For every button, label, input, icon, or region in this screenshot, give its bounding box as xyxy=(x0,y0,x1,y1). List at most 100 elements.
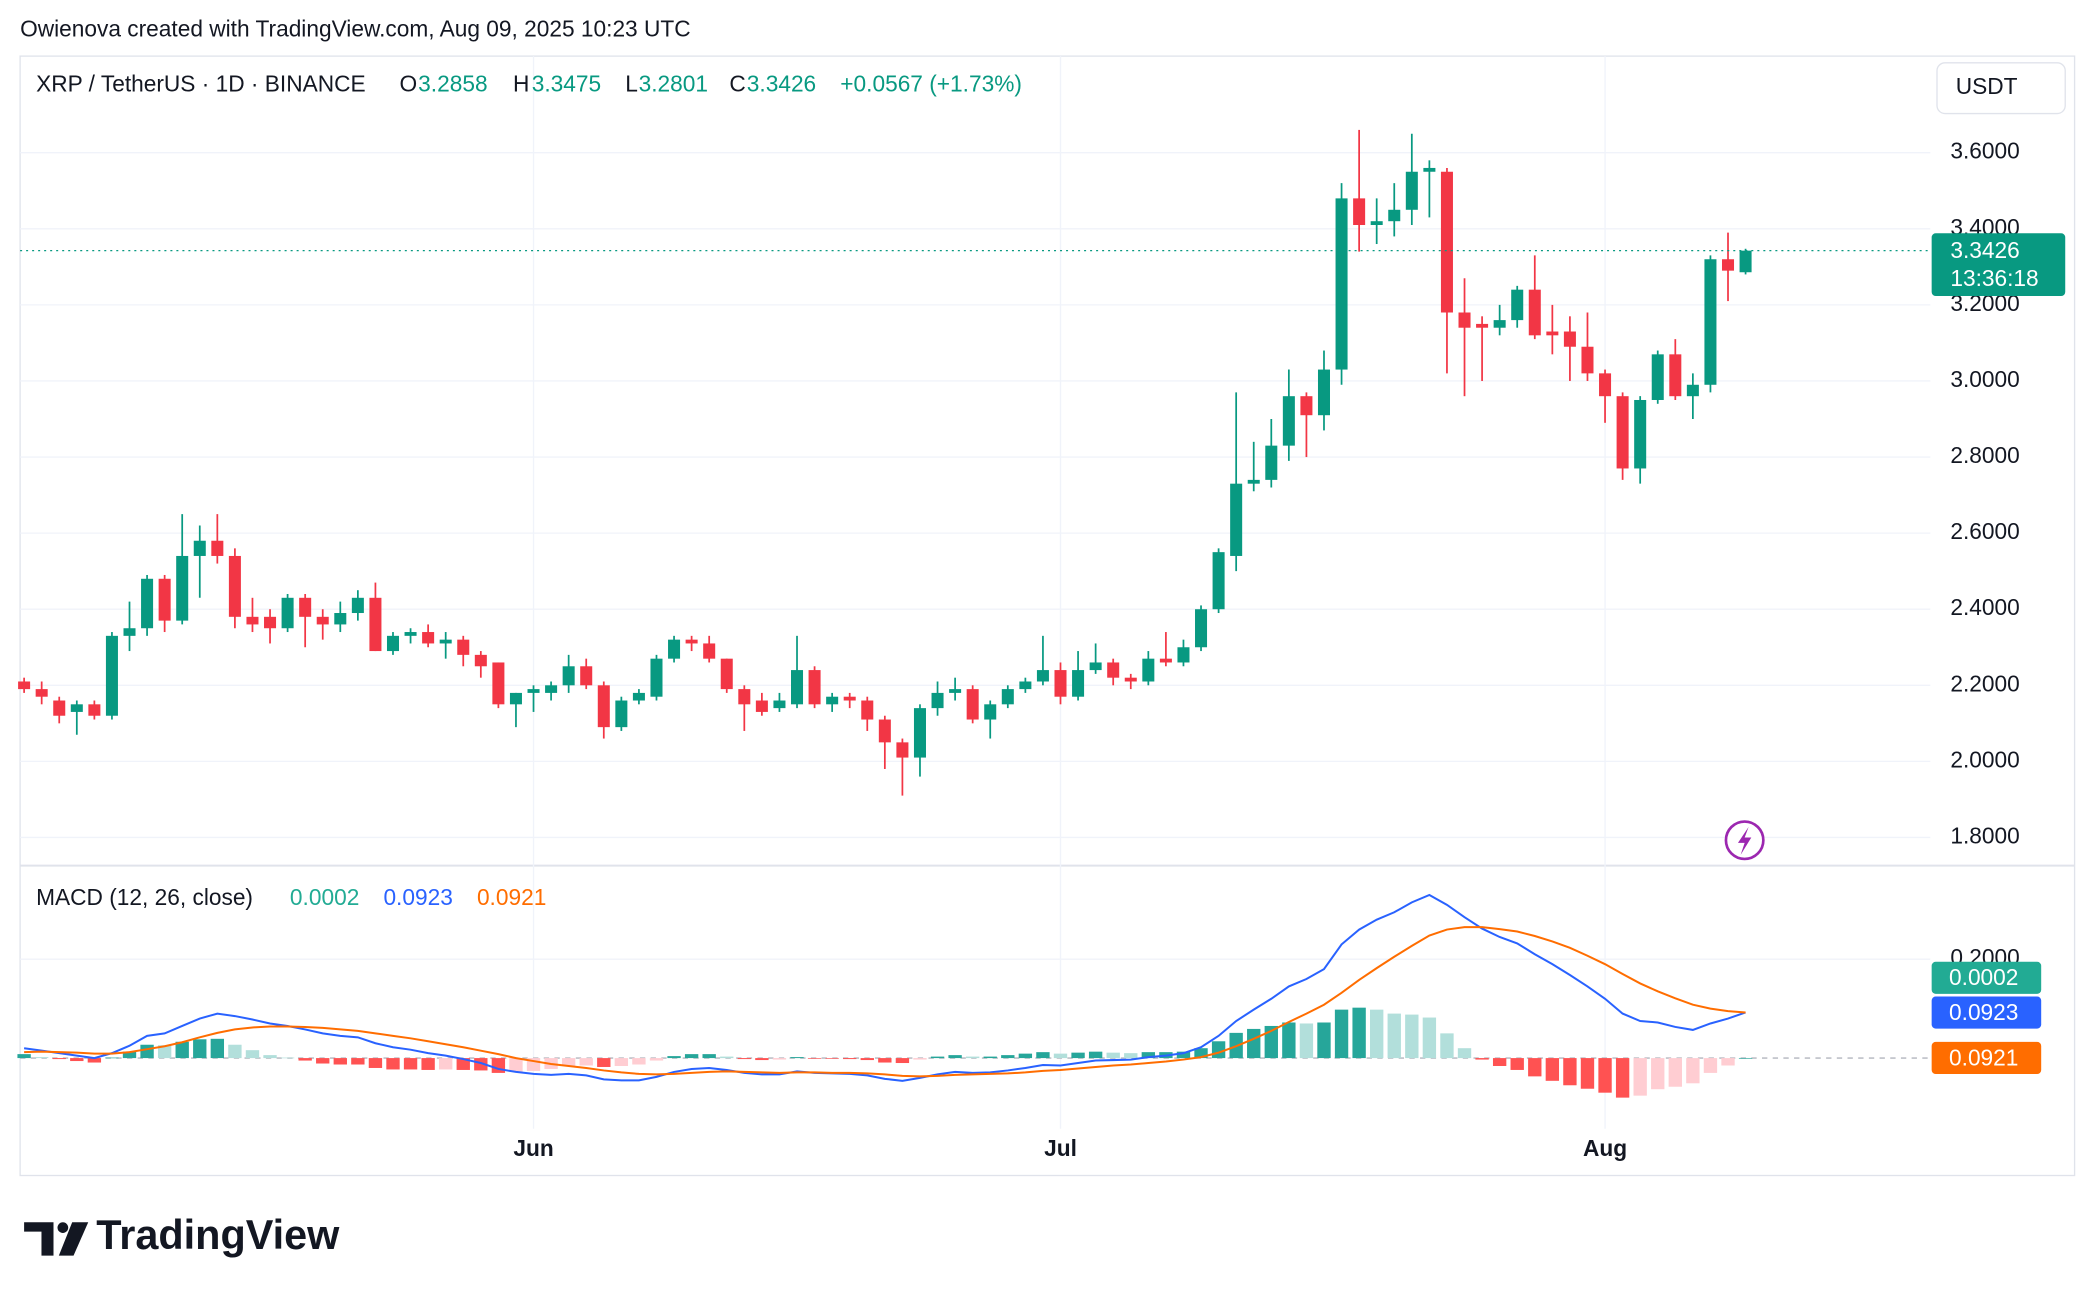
histogram-bar xyxy=(1317,1022,1331,1059)
candle-body xyxy=(931,692,944,709)
histogram-bar xyxy=(1334,1009,1349,1059)
histogram-bar xyxy=(316,1058,330,1064)
histogram-bar xyxy=(105,1057,119,1059)
histogram-bar xyxy=(720,1056,734,1059)
histogram-bar xyxy=(1598,1058,1612,1093)
candle-body xyxy=(1634,399,1647,469)
candle-body xyxy=(246,616,259,625)
histogram-bar xyxy=(509,1058,523,1072)
histogram-bar xyxy=(790,1057,804,1059)
histogram-bar xyxy=(1141,1052,1156,1059)
candle-body xyxy=(1669,354,1682,397)
candle-body xyxy=(668,639,681,659)
price-tag-value: 3.3426 xyxy=(1950,237,2019,263)
histogram-bar xyxy=(1299,1023,1314,1059)
candle-body xyxy=(422,632,435,644)
candle-body xyxy=(1546,331,1559,336)
candle-body xyxy=(158,578,171,621)
candle-body xyxy=(1195,609,1208,648)
currency[interactable]: USDT xyxy=(1956,73,2018,99)
histogram-bar xyxy=(439,1058,453,1070)
candle-body xyxy=(1581,346,1594,374)
histogram-bar xyxy=(649,1058,664,1061)
histogram-bar xyxy=(298,1058,312,1061)
histogram-bar xyxy=(930,1056,945,1059)
price-tag xyxy=(1931,233,2066,297)
logo xyxy=(24,1222,89,1256)
histogram-bar xyxy=(948,1055,962,1059)
histogram-bar xyxy=(1651,1058,1665,1090)
histogram-bar xyxy=(1686,1058,1700,1084)
histogram-bar xyxy=(1018,1053,1033,1059)
candle-body xyxy=(1230,483,1243,556)
logo-dot xyxy=(57,1222,69,1233)
histogram-bar xyxy=(1352,1007,1366,1059)
candle-body xyxy=(1265,445,1278,480)
candle-body xyxy=(386,635,400,652)
histogram-bar xyxy=(1053,1053,1068,1059)
histogram-bar xyxy=(772,1058,787,1060)
y-tick-label: 2.8000 xyxy=(1950,442,2019,468)
histogram-bar xyxy=(1071,1052,1085,1059)
histogram-bar xyxy=(1580,1058,1595,1089)
legend-value: 0.0923 xyxy=(383,884,452,910)
histogram-bar xyxy=(1633,1058,1647,1096)
histogram-bar xyxy=(1211,1041,1226,1059)
candle-body xyxy=(1036,670,1049,682)
histogram-bar xyxy=(632,1058,646,1065)
value-tag-text: 0.0921 xyxy=(1949,1044,2018,1070)
candle-body xyxy=(53,700,66,716)
macd-line xyxy=(24,926,1746,1078)
histogram-bar xyxy=(1440,1033,1454,1059)
candle-body xyxy=(1704,259,1717,385)
histogram-bar xyxy=(368,1058,383,1068)
candle-body xyxy=(703,643,716,659)
candle-body xyxy=(1019,681,1032,690)
ohlc-label: H xyxy=(513,70,529,96)
histogram-bar xyxy=(1492,1058,1507,1066)
candle-body xyxy=(1317,369,1331,416)
histogram-bar xyxy=(1528,1058,1542,1077)
candle-body xyxy=(878,719,891,743)
histogram-bar xyxy=(913,1058,927,1060)
candle-body xyxy=(738,689,751,705)
candle-body xyxy=(720,658,733,690)
histogram-bar xyxy=(17,1054,31,1059)
currency-button[interactable] xyxy=(1936,62,2066,115)
candle-body xyxy=(492,662,505,705)
histogram-bar xyxy=(1194,1048,1208,1059)
histogram-bar xyxy=(561,1058,576,1066)
candle-body xyxy=(264,616,277,629)
candle-body xyxy=(896,742,909,758)
histogram-bar xyxy=(474,1058,488,1071)
candle-body xyxy=(597,685,610,728)
histogram-bar xyxy=(87,1058,102,1063)
histogram-bar xyxy=(1036,1052,1050,1059)
candle-body xyxy=(1072,670,1085,697)
histogram-bar xyxy=(403,1058,418,1070)
x-tick-label: Jun xyxy=(513,1135,553,1161)
candle-body xyxy=(984,704,997,720)
histogram-bar xyxy=(1422,1017,1437,1059)
histogram-bar xyxy=(1615,1058,1630,1098)
histogram-bar xyxy=(1510,1058,1524,1070)
candle-body xyxy=(826,696,839,705)
histogram-bar xyxy=(456,1058,470,1070)
histogram-bar xyxy=(755,1058,769,1061)
candle-body xyxy=(35,689,48,697)
candle-body xyxy=(1142,658,1155,682)
candle-body xyxy=(949,689,962,693)
value-tag xyxy=(1931,996,2042,1029)
candle-body xyxy=(1107,662,1120,678)
candle-body xyxy=(211,540,224,556)
candle-body xyxy=(1440,171,1453,313)
candle-body xyxy=(105,635,118,716)
candle-body xyxy=(509,692,522,705)
value-tag xyxy=(1931,1041,2042,1074)
y-tick-label: 2.2000 xyxy=(1950,670,2019,696)
histogram-bar xyxy=(1721,1058,1735,1066)
histogram-bar xyxy=(210,1038,225,1059)
histogram-bar xyxy=(122,1051,137,1059)
candle-body xyxy=(176,555,189,621)
logo-text: TradingView xyxy=(96,1212,340,1258)
